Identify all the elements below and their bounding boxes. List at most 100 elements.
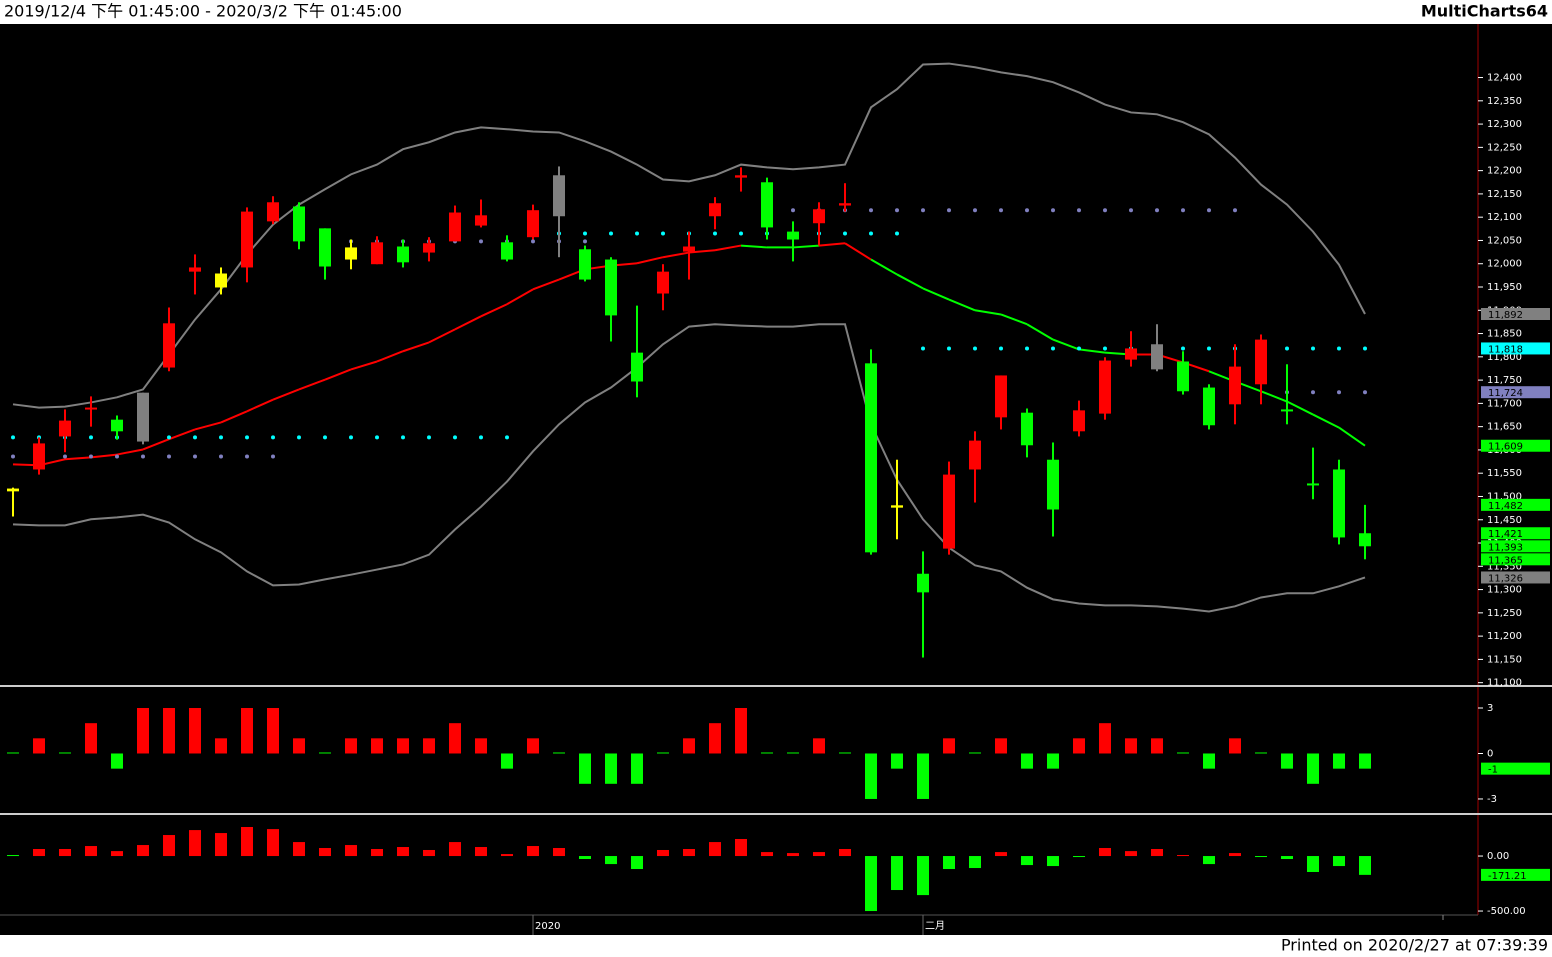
- level-dot: [947, 208, 951, 213]
- level-dot: [713, 231, 717, 236]
- level-dot: [1311, 390, 1315, 395]
- indicator-bar: [761, 852, 773, 857]
- middle-band-segment: [194, 421, 222, 431]
- y-tick-label: 12,050: [1487, 235, 1522, 246]
- indicator-bar: [1021, 753, 1033, 769]
- middle-band-segment: [714, 244, 742, 252]
- level-dot: [193, 454, 197, 459]
- candle-body: [943, 474, 955, 549]
- value-tag: [1481, 762, 1550, 775]
- level-dot: [1311, 346, 1315, 351]
- middle-band-segment: [298, 378, 326, 391]
- y-tick-label: 0: [1487, 748, 1493, 759]
- level-dot: [973, 208, 977, 213]
- indicator-bar: [241, 708, 253, 754]
- candle-body: [111, 419, 123, 432]
- indicator-bar: [371, 738, 383, 754]
- value-tag-label: 11,326: [1488, 573, 1523, 584]
- indicator-bar: [553, 752, 565, 754]
- candle-body: [1099, 360, 1111, 414]
- y-tick-label: 12,150: [1487, 189, 1522, 200]
- candle-body: [475, 215, 487, 226]
- candle-body: [1177, 361, 1189, 392]
- middle-band-segment: [1286, 400, 1314, 416]
- indicator-bar: [215, 738, 227, 754]
- indicator-bar: [1073, 738, 1085, 754]
- level-dot: [271, 454, 275, 459]
- value-tag-label: 11,609: [1488, 442, 1523, 453]
- level-dot: [869, 208, 873, 213]
- level-dot: [1363, 346, 1367, 351]
- indicator-bar: [865, 753, 877, 799]
- indicator-bar: [215, 833, 227, 857]
- indicator-bar: [1281, 856, 1293, 860]
- indicator-bar: [137, 708, 149, 754]
- level-dot: [219, 435, 223, 440]
- indicator-bar: [709, 723, 721, 754]
- value-tag: [1481, 386, 1550, 399]
- level-dot: [193, 435, 197, 440]
- y-tick-label: 11,800: [1487, 352, 1522, 363]
- indicator-bar: [735, 708, 747, 754]
- candle-body: [969, 440, 981, 470]
- indicator-bar: [85, 846, 97, 857]
- value-tag-label: -171.21: [1488, 871, 1527, 882]
- value-tag-label: -1: [1488, 765, 1498, 776]
- indicator-bar: [1307, 753, 1319, 784]
- value-tag-label: 11,482: [1488, 501, 1523, 512]
- y-tick-label: 11,550: [1487, 468, 1522, 479]
- candle-body: [813, 209, 825, 224]
- level-dot: [739, 231, 743, 236]
- indicator-bar: [59, 849, 71, 857]
- candle-body: [241, 211, 253, 268]
- level-dot: [375, 435, 379, 440]
- indicator-bar: [1307, 856, 1319, 872]
- level-dot: [1337, 346, 1341, 351]
- level-dot: [167, 435, 171, 440]
- indicator-bar: [1125, 851, 1137, 857]
- indicator-bar: [345, 738, 357, 754]
- indicator-bar: [579, 753, 591, 784]
- candle-body: [683, 246, 695, 252]
- middle-band-segment: [90, 453, 118, 459]
- level-dot: [479, 239, 483, 244]
- candle-body: [527, 210, 539, 238]
- middle-band-segment: [506, 288, 534, 306]
- candle-body: [605, 259, 617, 316]
- header-bar: [0, 0, 1552, 24]
- level-dot: [921, 346, 925, 351]
- middle-band-segment: [1026, 323, 1054, 341]
- indicator-bar: [241, 827, 253, 857]
- middle-band-segment: [636, 256, 664, 265]
- y-tick-label: 11,650: [1487, 422, 1522, 433]
- candle-body: [7, 488, 19, 492]
- y-tick-label: 11,500: [1487, 491, 1522, 502]
- middle-band-segment: [1078, 348, 1106, 354]
- level-dot: [583, 239, 587, 244]
- middle-band-segment: [896, 273, 924, 290]
- level-dot: [245, 454, 249, 459]
- indicator-bar: [397, 738, 409, 754]
- middle-band-segment: [870, 258, 898, 276]
- upper-band: [12, 62, 1366, 409]
- y-tick-label: -3: [1487, 794, 1497, 805]
- indicator-bar: [449, 723, 461, 754]
- value-tag: [1481, 540, 1550, 553]
- level-dot: [1363, 390, 1367, 395]
- y-tick-label: 11,700: [1487, 398, 1522, 409]
- indicator-bar: [371, 849, 383, 857]
- indicator-bar: [683, 849, 695, 857]
- indicator-bar: [787, 752, 799, 754]
- candle-body: [657, 271, 669, 294]
- level-dot: [219, 454, 223, 459]
- level-dot: [453, 435, 457, 440]
- indicator-bar: [657, 849, 669, 857]
- level-dot: [791, 208, 795, 213]
- y-tick-label: 0.00: [1487, 851, 1509, 862]
- indicator-bar: [449, 842, 461, 857]
- y-tick-label: 11,250: [1487, 608, 1522, 619]
- indicator-bar: [943, 856, 955, 870]
- middle-band-segment: [1000, 313, 1028, 326]
- y-tick-label: -500.00: [1487, 906, 1526, 917]
- date-range: 2019/12/4 下午 01:45:00 - 2020/3/2 下午 01:4…: [4, 2, 402, 21]
